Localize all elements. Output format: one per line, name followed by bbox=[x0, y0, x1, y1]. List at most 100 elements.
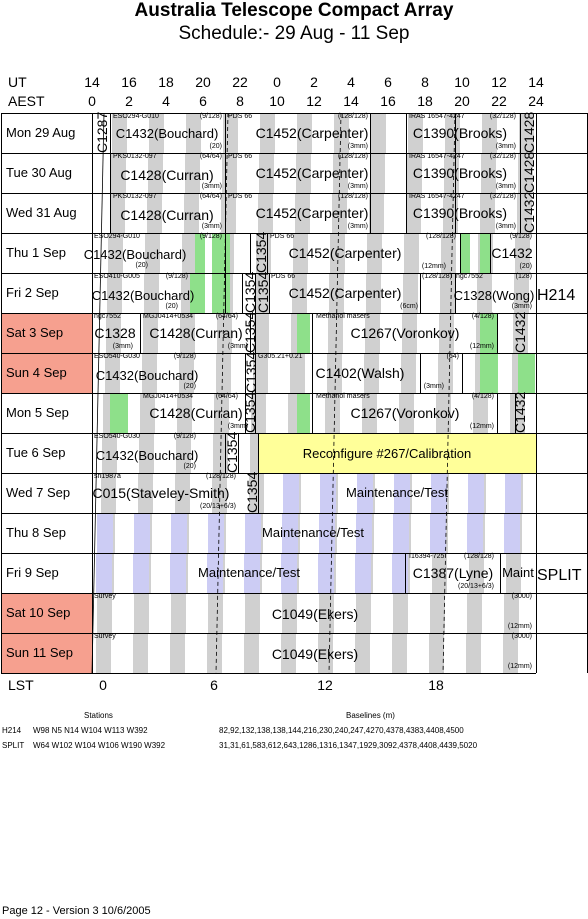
lst-stripe bbox=[294, 194, 310, 233]
source-name: PKS0132-097 bbox=[113, 193, 157, 200]
baselines-heading: Baselines (m) bbox=[346, 711, 395, 720]
ut-tick: 2 bbox=[310, 74, 318, 90]
maintenance-stripe bbox=[505, 474, 522, 513]
lst-stripe bbox=[482, 114, 497, 153]
weekend-cell bbox=[1, 313, 92, 353]
lst-stripe bbox=[144, 274, 160, 313]
source-name: PDS 66 bbox=[228, 193, 253, 200]
maintenance-stripe bbox=[97, 514, 113, 553]
channel-count: (32/128) bbox=[489, 153, 516, 160]
wavelength: (20) bbox=[209, 143, 222, 150]
maintenance-stripe bbox=[282, 514, 298, 553]
wavelength: (20) bbox=[519, 263, 532, 270]
block-separator bbox=[497, 313, 498, 353]
source-name: ESO540-G030 bbox=[94, 353, 140, 360]
project-vertical: C1428 bbox=[521, 151, 537, 193]
lst-stripe bbox=[512, 314, 528, 353]
ut-tick: 16 bbox=[121, 74, 137, 90]
lst-stripe bbox=[519, 114, 534, 153]
lst-stripe bbox=[145, 234, 161, 273]
lst-tick: 6 bbox=[210, 677, 218, 693]
lst-stripe bbox=[182, 234, 198, 273]
project-label: C1452(Carpenter) bbox=[255, 125, 369, 141]
lst-stripe bbox=[244, 634, 260, 673]
lst-stripe bbox=[184, 154, 200, 193]
source-name: MGJ0414+0534 bbox=[143, 313, 194, 320]
block-separator bbox=[370, 113, 371, 153]
wavelength: (6cm) bbox=[400, 303, 418, 310]
lst-stripe bbox=[257, 194, 273, 233]
day-label: Fri 9 Sep bbox=[6, 565, 59, 580]
wavelength: (3mm) bbox=[423, 383, 444, 390]
block-separator bbox=[225, 433, 226, 473]
block-separator bbox=[455, 193, 456, 233]
channel-count: (9/128) bbox=[199, 113, 222, 120]
project-vertical: C1354 bbox=[224, 431, 240, 473]
ut-tick: 6 bbox=[384, 74, 392, 90]
source-name: PDS 66 bbox=[270, 233, 295, 240]
block-separator bbox=[497, 393, 498, 433]
channel-count: (128/128) bbox=[422, 273, 452, 280]
block-separator bbox=[242, 273, 243, 313]
aest-label: AEST bbox=[8, 93, 45, 109]
maintenance-stripe bbox=[283, 474, 300, 513]
page-subtitle: Schedule:- 29 Aug - 11 Sep bbox=[178, 23, 410, 44]
lst-stripe bbox=[176, 434, 192, 473]
lst-stripe bbox=[400, 354, 416, 393]
maintenance-stripe bbox=[95, 554, 112, 593]
wavelength: (3mm) bbox=[347, 223, 368, 230]
maintenance-stripe bbox=[132, 554, 149, 593]
channel-count: (32/128) bbox=[489, 193, 516, 200]
lst-stripe bbox=[101, 474, 116, 513]
block-separator bbox=[520, 193, 521, 233]
channel-count: (128) bbox=[515, 273, 532, 280]
aest-tick: 18 bbox=[417, 93, 433, 109]
lst-stripe bbox=[406, 154, 422, 193]
lst-stripe bbox=[133, 634, 149, 673]
project-label: C1432(Bouchard) bbox=[95, 448, 199, 463]
ut-tick: 4 bbox=[347, 74, 355, 90]
block-separator bbox=[406, 193, 407, 233]
page-title: Australia Telescope Compact Array bbox=[134, 0, 454, 21]
project-label: C1390(Brooks) bbox=[412, 125, 508, 141]
channel-count: (128/128) bbox=[426, 233, 456, 240]
ut-tick: 14 bbox=[84, 74, 100, 90]
channel-count: (9/128) bbox=[509, 233, 532, 240]
project-vertical: C1432 bbox=[512, 311, 528, 353]
project-label: C1390(Brooks) bbox=[412, 205, 508, 221]
project-vertical: C1354 bbox=[242, 391, 258, 433]
lst-stripe bbox=[178, 354, 194, 393]
wavelength: (12mm) bbox=[469, 423, 494, 430]
block-separator bbox=[245, 353, 246, 393]
lst-stripe bbox=[504, 594, 520, 633]
aest-tick: 22 bbox=[491, 93, 507, 109]
lst-stripe bbox=[430, 594, 446, 633]
lst-stripe bbox=[369, 154, 385, 193]
project-label: C1328(Wong) bbox=[453, 288, 535, 303]
wavelength: (3mm) bbox=[227, 343, 248, 350]
lst-stripe bbox=[292, 274, 308, 313]
h214-name: H214 bbox=[2, 726, 22, 735]
block-separator bbox=[406, 153, 407, 193]
project-label: C1402(Walsh) bbox=[315, 365, 405, 381]
maintenance-stripe bbox=[430, 514, 446, 553]
grid-row-line bbox=[1, 593, 588, 594]
lst-stripe bbox=[260, 114, 275, 153]
day-label: Fri 2 Sep bbox=[6, 285, 59, 300]
lst-stripe bbox=[175, 474, 190, 513]
block-separator bbox=[370, 193, 371, 233]
channel-count: (4/128) bbox=[471, 393, 494, 400]
day-label: Sun 11 Sep bbox=[6, 645, 73, 660]
maintenance-label: Maintenance/Test bbox=[346, 485, 448, 500]
block-separator bbox=[225, 193, 226, 233]
lst-stripe bbox=[134, 594, 150, 633]
lst-stripe bbox=[258, 154, 274, 193]
source-name: ESO294-G010 bbox=[113, 113, 159, 120]
block-separator bbox=[238, 433, 239, 473]
day-label: Wed 7 Sep bbox=[6, 485, 71, 500]
green-block bbox=[518, 353, 535, 393]
day-label: Mon 5 Sep bbox=[6, 405, 69, 420]
lst-stripe bbox=[403, 274, 419, 313]
block-separator bbox=[258, 473, 259, 513]
lst-stripe bbox=[393, 594, 409, 633]
